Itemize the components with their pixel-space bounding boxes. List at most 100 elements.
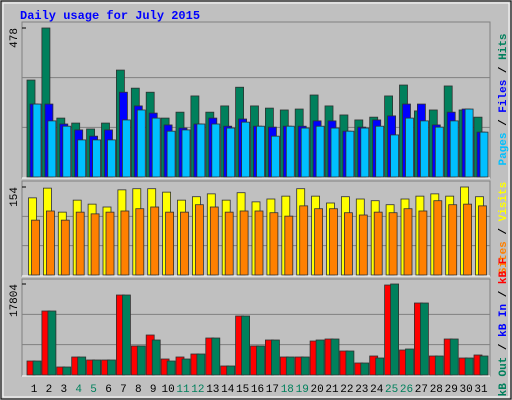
bar	[418, 210, 428, 276]
bar	[151, 117, 161, 178]
bar	[32, 103, 42, 178]
bar	[449, 120, 459, 178]
x-tick-label: 1	[31, 384, 38, 396]
bar	[77, 356, 87, 376]
bar	[358, 214, 368, 276]
bar	[122, 294, 131, 376]
bar	[136, 109, 146, 178]
legend-entry: kB In	[498, 304, 510, 337]
y-tick-label: 154	[9, 187, 21, 207]
y-tick-label: 478	[9, 28, 21, 48]
y-tick-label: 17804	[9, 284, 21, 317]
bar	[136, 345, 146, 376]
x-tick-label: 4	[75, 384, 82, 396]
bar	[405, 348, 414, 376]
legend-separator: /	[498, 337, 510, 357]
bar	[299, 205, 309, 276]
bar	[449, 338, 459, 376]
bar	[31, 219, 40, 276]
bar	[269, 212, 279, 276]
x-tick-label: 27	[415, 384, 428, 396]
bar	[433, 200, 443, 276]
bar	[345, 130, 355, 178]
bar	[375, 357, 385, 376]
bar	[448, 204, 458, 276]
bar	[419, 120, 429, 178]
bar	[419, 302, 429, 376]
x-tick-label: 29	[445, 384, 458, 396]
bar	[463, 203, 473, 276]
bar	[241, 121, 251, 178]
legend: kB Out / kB In / kB F	[498, 258, 510, 397]
x-tick-label: 14	[221, 384, 235, 396]
legend-separator: /	[498, 113, 510, 133]
x-tick-label: 22	[340, 384, 353, 396]
bar	[46, 210, 55, 276]
bar	[92, 359, 101, 376]
x-tick-label: 21	[325, 384, 339, 396]
bar	[135, 208, 145, 276]
x-tick-label: 3	[60, 384, 67, 396]
x-tick-label: 19	[296, 384, 309, 396]
bar	[360, 127, 370, 178]
x-tick-label: 12	[191, 384, 204, 396]
bar	[330, 338, 340, 376]
bar	[194, 204, 204, 276]
bar	[373, 211, 383, 276]
x-tick-label: 15	[236, 384, 249, 396]
legend: Sites / Visits	[498, 182, 510, 274]
x-tick-label: 17	[266, 384, 279, 396]
x-tick-label: 11	[176, 384, 190, 396]
bar	[239, 210, 249, 276]
bar	[181, 358, 191, 376]
bar	[209, 206, 219, 276]
bar	[92, 139, 101, 178]
legend-entry: Hits	[498, 33, 510, 59]
bar	[196, 353, 206, 376]
bar	[32, 360, 42, 376]
x-tick-label: 26	[400, 384, 413, 396]
bar	[166, 130, 176, 178]
bar	[107, 139, 116, 178]
bar	[270, 135, 280, 178]
bar	[403, 208, 413, 276]
x-tick-label: 13	[206, 384, 219, 396]
x-tick-label: 28	[430, 384, 443, 396]
bar	[284, 215, 294, 276]
bar	[315, 125, 325, 178]
bar	[285, 356, 295, 376]
x-tick-label: 5	[90, 384, 97, 396]
bar	[405, 117, 414, 178]
bar	[300, 127, 310, 178]
bar	[479, 131, 489, 178]
bar	[224, 211, 234, 276]
x-tick-label: 9	[150, 384, 157, 396]
bar	[256, 345, 265, 376]
bar	[464, 108, 474, 178]
legend-separator: /	[498, 284, 510, 304]
legend-entry: Visits	[498, 182, 510, 222]
bar	[122, 119, 131, 178]
x-tick-label: 2	[46, 384, 53, 396]
bar	[226, 365, 236, 376]
bar	[60, 219, 70, 276]
bar	[434, 355, 444, 376]
legend-separator: /	[498, 60, 510, 80]
x-tick-label: 30	[459, 384, 472, 396]
bar	[180, 211, 189, 276]
bar	[478, 205, 487, 276]
bar	[285, 125, 295, 178]
x-tick-label: 7	[120, 384, 127, 396]
bar	[75, 211, 85, 276]
x-tick-label: 16	[251, 384, 264, 396]
bar	[62, 366, 72, 376]
bar	[330, 127, 340, 178]
chart-title: Daily usage for July 2015	[20, 9, 200, 23]
legend-entry: Pages	[498, 133, 510, 166]
bar	[375, 125, 385, 178]
bar	[47, 310, 57, 376]
x-tick-label: 20	[310, 384, 323, 396]
bar	[47, 120, 57, 178]
bar	[464, 357, 474, 376]
